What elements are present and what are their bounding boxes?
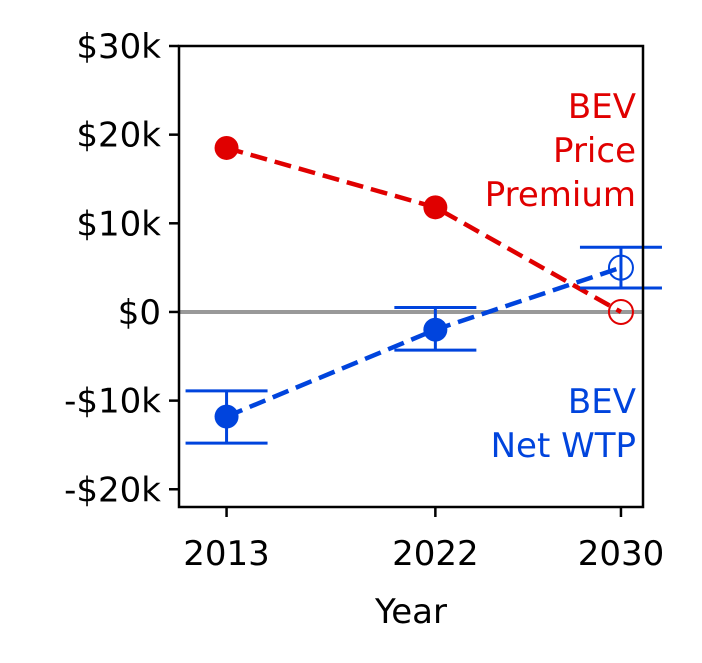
y-tick-label: $0 [118,293,161,333]
y-tick-label: $20k [76,116,161,156]
y-tick-label: $10k [76,204,161,244]
series-line [225,145,623,314]
series-net-wtp [185,245,662,445]
y-tick-label: -$10k [64,382,161,422]
data-point [423,317,448,342]
series-annotation-line: BEV [568,382,636,422]
x-tick-label: 2013 [183,534,270,574]
x-tick-label: 2022 [392,534,479,574]
x-tick-label: 2030 [578,534,665,574]
series-price-premium [214,135,634,325]
y-tick-label: -$20k [64,470,161,510]
data-point [214,135,239,160]
series-annotation-line: Premium [485,175,636,215]
data-point-hollow [607,298,634,325]
series-annotation-line: Net WTP [491,426,636,466]
series-layer [185,135,662,445]
data-point [423,195,448,220]
series-annotation-line: BEV [568,87,636,127]
data-point-hollow [607,254,634,281]
x-axis-title: Year [374,592,447,632]
series-annotation-line: Price [553,131,636,171]
plot-frame [177,44,645,509]
axis-layer: $30k $20k $10k $0 -$10k -$20k 2013 2022 2030 [64,27,664,574]
data-point [214,404,239,429]
series-line [225,265,622,419]
y-tick-label: $30k [76,27,161,67]
